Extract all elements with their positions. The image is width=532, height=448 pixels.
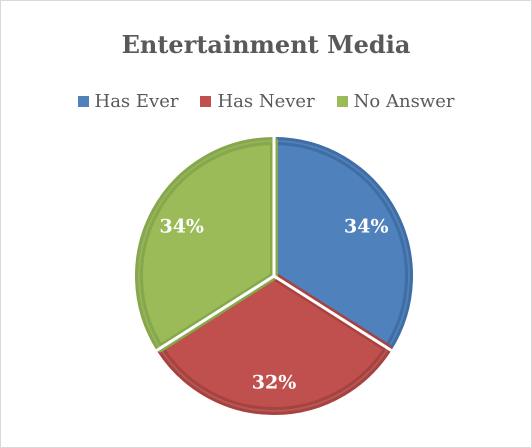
slice-separator-no-answer <box>155 274 275 352</box>
legend-swatch-no-answer <box>336 96 348 107</box>
legend-item-has-never: Has Never <box>200 91 315 112</box>
pie-slice-bevel-has-never <box>158 274 390 412</box>
pie-slice-bevel-has-ever <box>273 139 410 350</box>
data-label-has-ever: 34% <box>344 215 389 237</box>
legend-item-has-ever: Has Ever <box>77 91 179 112</box>
legend-label-has-ever: Has Ever <box>94 91 179 112</box>
data-label-no-answer: 34% <box>159 215 204 237</box>
legend-swatch-has-never <box>200 96 212 107</box>
pie-slice-has-never <box>156 272 392 415</box>
chart-title: Entertainment Media <box>121 30 411 59</box>
legend-swatch-has-ever <box>77 96 89 107</box>
legend-label-no-answer: No Answer <box>353 91 455 112</box>
pie-slice-bevel-no-answer <box>138 139 275 350</box>
slice-separator-has-never <box>273 274 393 352</box>
legend-label-has-never: Has Never <box>217 91 315 112</box>
legend-item-no-answer: No Answer <box>336 91 455 112</box>
legend: Has Ever Has Never No Answer <box>0 91 532 112</box>
data-label-has-never: 32% <box>252 371 297 393</box>
